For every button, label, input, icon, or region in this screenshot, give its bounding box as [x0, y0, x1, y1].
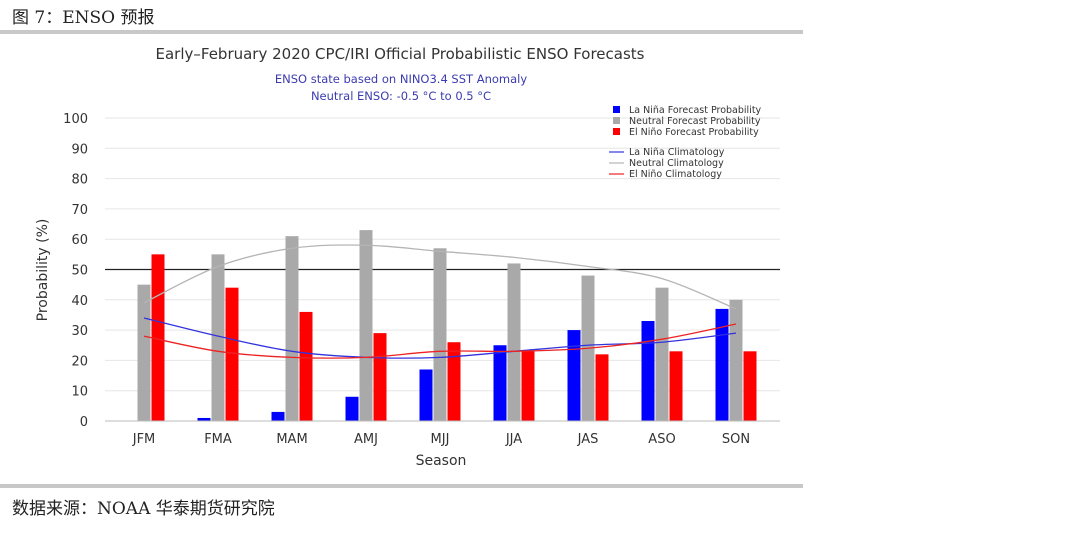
bar-la-ni-a-forecast-probability-mam [271, 411, 285, 421]
bar-neutral-forecast-probability-fma [211, 254, 225, 421]
bar-la-ni-a-forecast-probability-jja [493, 345, 507, 421]
x-tick-label: FMA [204, 432, 232, 447]
legend-label: Neutral Forecast Probability [629, 116, 761, 127]
x-tick-label: JJA [505, 432, 522, 447]
y-tick-label: 100 [63, 112, 88, 127]
y-tick-label: 40 [71, 294, 88, 309]
line-la-ni-a-climatology [143, 317, 737, 359]
legend-swatch [613, 117, 620, 124]
bar-la-ni-a-forecast-probability-aso [641, 321, 655, 421]
line-el-ni-o-climatology [143, 323, 737, 359]
y-tick-label: 20 [71, 354, 88, 369]
bar-el-ni-o-forecast-probability-mjj [447, 342, 461, 421]
chart-title: Early–February 2020 CPC/IRI Official Pro… [156, 45, 645, 63]
x-tick-label: JFM [132, 432, 156, 447]
bottom-divider [0, 484, 803, 488]
y-tick-label: 10 [71, 385, 88, 400]
bar-neutral-forecast-probability-son [729, 299, 743, 421]
bar-neutral-forecast-probability-aso [655, 287, 669, 421]
bar-la-ni-a-forecast-probability-mjj [419, 369, 433, 421]
legend-label: El Niño Climatology [629, 169, 722, 180]
legend-swatch [613, 128, 620, 135]
bar-la-ni-a-forecast-probability-fma [197, 417, 211, 421]
bar-el-ni-o-forecast-probability-jfm [151, 254, 165, 421]
legend-swatch [613, 106, 620, 113]
x-tick-label: MJJ [431, 432, 450, 447]
y-tick-label: 60 [71, 233, 88, 248]
x-tick-label: MAM [276, 432, 307, 447]
bar-la-ni-a-forecast-probability-jas [567, 330, 581, 421]
data-source-note: 数据来源：NOAA 华泰期货研究院 [12, 499, 275, 519]
bar-el-ni-o-forecast-probability-mam [299, 311, 313, 421]
chart-subtitle-line-1: ENSO state based on NINO3.4 SST Anomaly [275, 72, 528, 86]
climatology-lines [143, 244, 737, 359]
top-divider [0, 30, 803, 34]
bar-neutral-forecast-probability-amj [359, 230, 373, 421]
bar-neutral-forecast-probability-jfm [137, 284, 151, 421]
bar-el-ni-o-forecast-probability-fma [225, 287, 239, 421]
y-tick-label: 80 [71, 173, 88, 188]
x-tick-label: JAS [577, 432, 599, 447]
figure-caption: 图 7：ENSO 预报 [12, 8, 155, 28]
bar-neutral-forecast-probability-mjj [433, 248, 447, 421]
legend-label: La Niña Forecast Probability [629, 105, 762, 116]
y-axis-title: Probability (%) [35, 219, 51, 322]
y-tick-label: 90 [71, 142, 88, 157]
enso-forecast-chart: Early–February 2020 CPC/IRI Official Pro… [35, 45, 780, 469]
bar-neutral-forecast-probability-mam [285, 236, 299, 421]
legend-label: El Niño Forecast Probability [629, 127, 759, 138]
y-tick-label: 0 [80, 415, 88, 430]
bar-el-ni-o-forecast-probability-jas [595, 354, 609, 421]
y-tick-label: 30 [71, 324, 88, 339]
y-tick-label: 50 [71, 264, 88, 279]
bar-el-ni-o-forecast-probability-aso [669, 351, 683, 421]
x-tick-label: ASO [648, 432, 675, 447]
x-axis-title: Season [416, 453, 467, 469]
bar-la-ni-a-forecast-probability-amj [345, 396, 359, 421]
bar-el-ni-o-forecast-probability-son [743, 351, 757, 421]
chart-subtitle-line-2: Neutral ENSO: -0.5 °C to 0.5 °C [311, 89, 491, 103]
bar-la-ni-a-forecast-probability-son [715, 308, 729, 421]
legend-label: Neutral Climatology [629, 158, 724, 169]
y-axis-ticks: 0 10 20 30 40 50 60 70 80 90 100 [63, 112, 88, 430]
bar-series [137, 230, 757, 421]
x-tick-label: AMJ [354, 432, 378, 447]
bar-el-ni-o-forecast-probability-amj [373, 333, 387, 421]
y-tick-label: 70 [71, 203, 88, 218]
bar-el-ni-o-forecast-probability-jja [521, 351, 535, 421]
bar-neutral-forecast-probability-jja [507, 263, 521, 421]
legend-label: La Niña Climatology [629, 147, 725, 158]
line-neutral-climatology [143, 244, 737, 310]
x-axis-ticks: JFM FMA MAM AMJ MJJ JJA JAS ASO SON [132, 432, 750, 447]
x-tick-label: SON [722, 432, 750, 447]
